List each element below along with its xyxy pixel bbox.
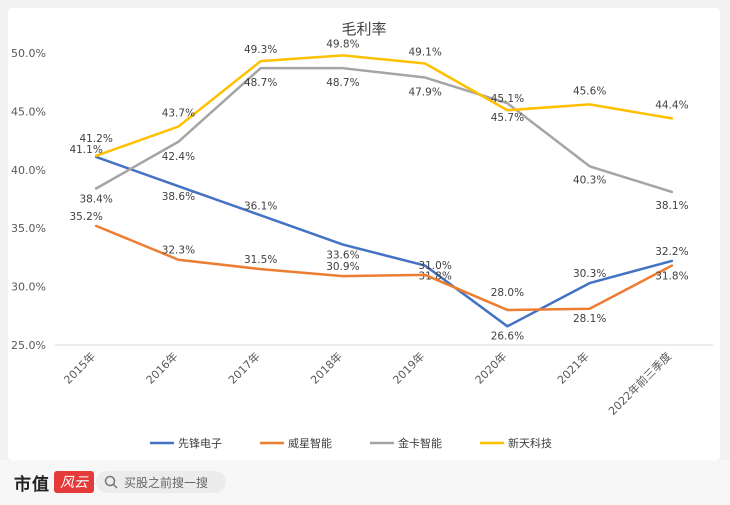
search-icon (104, 475, 118, 489)
data-label: 30.3% (573, 268, 606, 280)
x-tick-label: 2021年 (554, 349, 591, 386)
series-line (94, 66, 674, 194)
data-label: 38.1% (655, 200, 688, 212)
y-tick-label: 35.0% (11, 222, 46, 235)
data-label: 44.4% (655, 99, 688, 111)
data-label: 38.6% (162, 191, 195, 203)
data-label: 30.9% (326, 261, 359, 273)
series-line (94, 155, 674, 328)
x-tick-label: 2017年 (225, 349, 262, 386)
data-label: 31.0% (418, 260, 451, 272)
y-tick-label: 40.0% (11, 164, 46, 177)
legend-label: 先锋电子 (178, 437, 222, 450)
legend-label: 新天科技 (508, 436, 552, 450)
data-label: 32.2% (655, 246, 688, 258)
chart-card: 毛利率 25.0% 30.0% 35.0% 40.0% 45.0% 50.0% 2015年 20… (8, 8, 720, 460)
data-label: 35.2% (69, 211, 102, 223)
data-label: 43.7% (162, 108, 195, 120)
legend-label: 金卡智能 (398, 436, 442, 450)
footer-bar: 市值 风云 买股之前搜一搜 (0, 460, 730, 505)
data-label: 33.6% (326, 250, 359, 262)
data-label: 41.1% (69, 144, 102, 156)
y-tick-label: 50.0% (11, 47, 46, 60)
chart-title: 毛利率 (341, 20, 386, 38)
y-tick-label: 45.0% (11, 105, 46, 118)
data-label: 45.1% (491, 93, 524, 105)
brand-badge: 风云 (54, 471, 94, 493)
x-tick-label: 2020年 (472, 349, 509, 386)
data-label: 31.5% (244, 254, 277, 266)
data-label: 40.3% (573, 174, 606, 186)
data-label: 32.3% (162, 245, 195, 257)
data-label: 31.8% (655, 271, 688, 283)
x-tick-label: 2022年前三季度 (605, 349, 674, 418)
search-placeholder: 买股之前搜一搜 (124, 475, 209, 490)
data-label: 48.7% (244, 77, 277, 89)
data-label: 36.1% (244, 200, 277, 212)
data-label: 45.7% (491, 112, 524, 124)
data-label: 28.0% (491, 287, 524, 299)
data-label: 49.1% (408, 47, 441, 59)
x-tick-label: 2019年 (390, 349, 427, 386)
series-line (94, 224, 674, 312)
x-tick-label: 2018年 (308, 349, 345, 386)
data-label: 49.3% (244, 44, 277, 56)
series-line (94, 54, 674, 158)
legend-label: 威星智能 (288, 436, 332, 450)
search-box[interactable]: 买股之前搜一搜 (96, 471, 226, 493)
y-tick-label: 30.0% (11, 281, 46, 294)
data-label: 31.8% (418, 271, 451, 283)
data-label: 49.8% (326, 38, 359, 50)
brand-name: 市值 (14, 474, 50, 495)
data-label: 45.6% (573, 85, 606, 97)
line-chart: 毛利率 25.0% 30.0% 35.0% 40.0% 45.0% 50.0% 2015年 20… (11, 20, 713, 450)
brand-logo[interactable]: 市值 风云 (14, 471, 94, 495)
data-label: 26.6% (491, 330, 524, 342)
data-label: 38.4% (79, 193, 112, 205)
data-label: 42.4% (162, 151, 195, 163)
data-label: 48.7% (326, 77, 359, 89)
x-tick-label: 2016年 (143, 349, 180, 386)
data-label: 28.1% (573, 313, 606, 325)
y-tick-label: 25.0% (11, 339, 46, 352)
data-label: 47.9% (408, 87, 441, 99)
data-label: 41.2% (79, 133, 112, 145)
x-tick-label: 2015年 (61, 349, 98, 386)
